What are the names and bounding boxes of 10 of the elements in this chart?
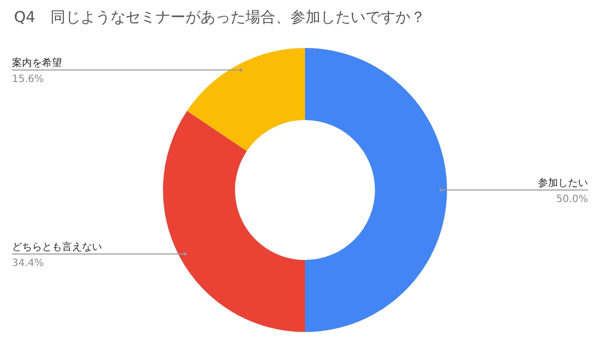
- chart-title: Q4 同じようなセミナーがあった場合、参加したいですか？: [14, 8, 426, 27]
- slice-label: 参加したい: [538, 177, 588, 189]
- slice-label: どちらとも言えない: [12, 241, 102, 254]
- donut-slice: [187, 48, 305, 152]
- slice-label: 案内を希望: [12, 57, 62, 70]
- donut-slice: [305, 48, 447, 332]
- data-label: 50.0%: [556, 194, 588, 205]
- data-label: 15.6%: [12, 74, 44, 86]
- data-label: 34.4%: [12, 258, 44, 270]
- donut-slice: [163, 110, 305, 332]
